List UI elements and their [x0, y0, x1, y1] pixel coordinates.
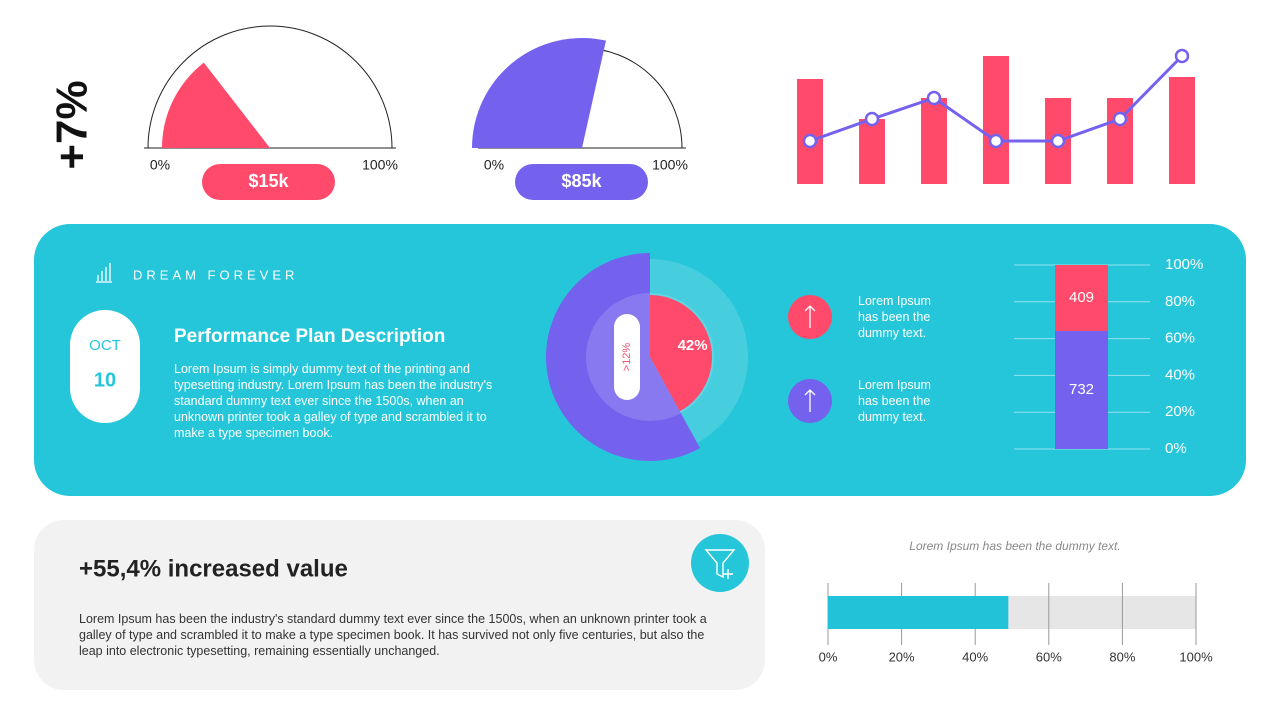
- x-tick-label: 0%: [819, 649, 838, 664]
- bar: [797, 79, 823, 184]
- pie-badge-text: >12%: [621, 343, 633, 372]
- pie-label: 42%: [678, 337, 708, 354]
- line-point: [864, 111, 880, 127]
- x-tick-label: 80%: [1109, 649, 1135, 664]
- line-point: [1050, 133, 1066, 149]
- panel-heading: Performance Plan Description: [174, 326, 445, 347]
- bar: [921, 98, 947, 184]
- badge: [515, 164, 648, 200]
- y-tick-label: 40%: [1165, 366, 1195, 383]
- stack-segment: [1055, 330, 1108, 449]
- stack-segment: [1055, 265, 1108, 331]
- badge: [202, 164, 335, 200]
- big-stat: +7%: [48, 80, 97, 169]
- line-point: [802, 133, 818, 149]
- tag: DREAM FOREVER: [133, 267, 298, 282]
- panel-text: Lorem Ipsum is simply dummy text of the …: [174, 362, 493, 440]
- line-point: [1174, 48, 1190, 64]
- segment-label: 409: [1069, 289, 1094, 306]
- month: OCT: [89, 337, 121, 354]
- arrows: [804, 305, 816, 412]
- day: 10: [94, 369, 116, 391]
- line-point: [1112, 111, 1128, 127]
- gauge-wedge: [472, 38, 606, 148]
- chart-title: Lorem Ipsum has been the dummy text.: [909, 539, 1120, 553]
- footer-heading: +55,4% increased value: [79, 555, 348, 582]
- segment-label: 732: [1069, 381, 1094, 398]
- x-tick-label: 60%: [1036, 649, 1062, 664]
- y-tick-label: 0%: [1165, 440, 1187, 457]
- gauge-wedge: [162, 62, 270, 149]
- y-tick-label: 100%: [1165, 256, 1203, 273]
- gauge-tick-label: 0%: [150, 157, 170, 173]
- gauge-tick-label: 0%: [484, 157, 504, 173]
- date-pill: [70, 310, 140, 423]
- item: Lorem Ipsum has been the dummy text.: [858, 294, 931, 340]
- bar: [828, 596, 1009, 629]
- footer-text-box: Lorem Ipsum has been the industry's stan…: [79, 612, 707, 658]
- y-tick-label: 20%: [1165, 403, 1195, 420]
- gauge-tick-label: 100%: [362, 157, 398, 173]
- badge-text: $85k: [561, 171, 602, 191]
- line-point: [988, 133, 1004, 149]
- footer-panel: [34, 520, 765, 690]
- bar: [983, 56, 1009, 184]
- panel-text-box: Lorem Ipsum is simply dummy text of the …: [174, 362, 493, 440]
- item-box: Lorem Ipsum has been the dummy text.: [858, 294, 931, 340]
- icon-funnel: [691, 534, 749, 592]
- bar: [859, 119, 885, 184]
- funnel: [704, 549, 736, 579]
- pie-slice: [650, 295, 712, 412]
- bar: [1169, 77, 1195, 184]
- icon-chart: [96, 263, 112, 283]
- x-tick-label: 100%: [1179, 649, 1213, 664]
- badge-text: $15k: [248, 171, 289, 191]
- item-box: Lorem Ipsum has been the dummy text.: [858, 378, 931, 424]
- y-tick-label: 60%: [1165, 330, 1195, 347]
- y-tick-label: 80%: [1165, 293, 1195, 310]
- x-tick-label: 20%: [889, 649, 915, 664]
- x-tick-label: 40%: [962, 649, 988, 664]
- gauge-outline: [147, 25, 393, 149]
- pie-badge: [614, 314, 640, 400]
- gauge-tick-label: 100%: [652, 157, 688, 173]
- footer-text: Lorem Ipsum has been the industry's stan…: [79, 612, 707, 658]
- line-point: [926, 90, 942, 106]
- item: Lorem Ipsum has been the dummy text.: [858, 378, 931, 424]
